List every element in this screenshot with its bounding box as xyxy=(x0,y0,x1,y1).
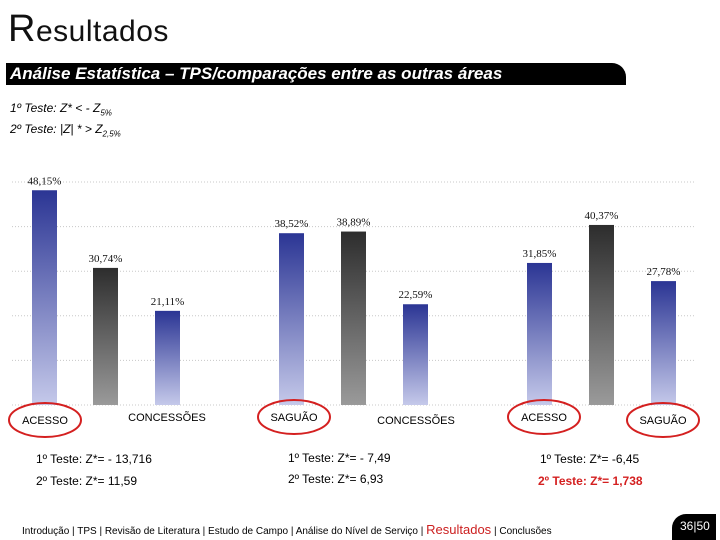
result-group-3-test2: 2º Teste: Z*= 1,738 xyxy=(538,474,643,488)
bar-2 xyxy=(93,267,118,405)
bar-5 xyxy=(341,231,366,405)
category-label-5: ACESSO xyxy=(521,412,567,424)
subtitle-banner: Análise Estatística – TPS/comparações en… xyxy=(6,63,626,85)
test-1-sub: 5% xyxy=(100,108,112,118)
page-number-badge: 36|50 xyxy=(672,514,716,540)
bar-1 xyxy=(32,190,57,405)
result-group-1-test2: 2º Teste: Z*= 11,59 xyxy=(36,474,138,488)
bar-8 xyxy=(589,224,614,405)
category-label-2: CONCESSÕES xyxy=(128,411,206,424)
title-initial: R xyxy=(8,8,36,50)
result-group-1-test1: 1º Teste: Z*= - 13,716 xyxy=(36,452,152,466)
result-group-2-test1: 1º Teste: Z*= - 7,49 xyxy=(288,451,391,465)
slide-title: Resultados xyxy=(8,8,169,51)
bar-label-9: 27,78% xyxy=(647,266,681,278)
category-highlight-circle xyxy=(507,399,581,435)
footer-items-before[interactable]: Introdução | TPS | Revisão de Literatura… xyxy=(22,526,427,537)
category-label-6: SAGUÃO xyxy=(639,414,687,427)
bar-label-8: 40,37% xyxy=(585,210,619,222)
test-2-main: 2º Teste: |Z| * > Z xyxy=(10,122,103,136)
footer-active-item[interactable]: Resultados xyxy=(426,522,492,537)
bar-label-6: 22,59% xyxy=(399,289,433,301)
bar-label-1: 48,15% xyxy=(28,175,62,187)
category-label-1: ACESSO xyxy=(22,415,68,427)
bar-label-2: 30,74% xyxy=(89,253,123,265)
bar-label-7: 31,85% xyxy=(523,248,557,260)
footer-nav: Introdução | TPS | Revisão de Literatura… xyxy=(22,522,552,537)
bar-label-5: 38,89% xyxy=(337,217,371,229)
category-label-4: CONCESSÕES xyxy=(377,414,455,427)
bar-7 xyxy=(527,262,552,405)
test-2-sub: 2,5% xyxy=(102,129,121,139)
test-1-definition: 1º Teste: Z* < - Z5% xyxy=(10,101,112,117)
bar-chart: 48,15% 30,74% 21,11% 38,52% 38,89% 22,59% 31,8… xyxy=(8,175,700,438)
category-highlight-circle xyxy=(257,399,331,435)
page-number: 36|50 xyxy=(680,519,710,533)
bar-3 xyxy=(155,310,180,405)
bar-label-4: 38,52% xyxy=(275,218,309,230)
footer-items-after[interactable]: | Conclusões xyxy=(491,526,552,537)
category-highlight-circle xyxy=(8,402,82,438)
test-2-definition: 2º Teste: |Z| * > Z2,5% xyxy=(10,122,121,138)
bar-label-3: 21,11% xyxy=(151,296,185,308)
test-1-main: 1º Teste: Z* < - Z xyxy=(10,101,101,115)
result-group-2-test2: 2º Teste: Z*= 6,93 xyxy=(288,472,384,486)
result-group-3-test1: 1º Teste: Z*= -6,45 xyxy=(540,452,640,466)
subtitle-text: Análise Estatística – TPS/comparações en… xyxy=(10,64,503,83)
title-rest: esultados xyxy=(35,15,169,48)
category-label-3: SAGUÃO xyxy=(270,411,318,424)
bar-4 xyxy=(279,233,304,405)
category-highlight-circle xyxy=(626,402,700,438)
bar-6 xyxy=(403,304,428,405)
bar-9 xyxy=(651,281,676,405)
